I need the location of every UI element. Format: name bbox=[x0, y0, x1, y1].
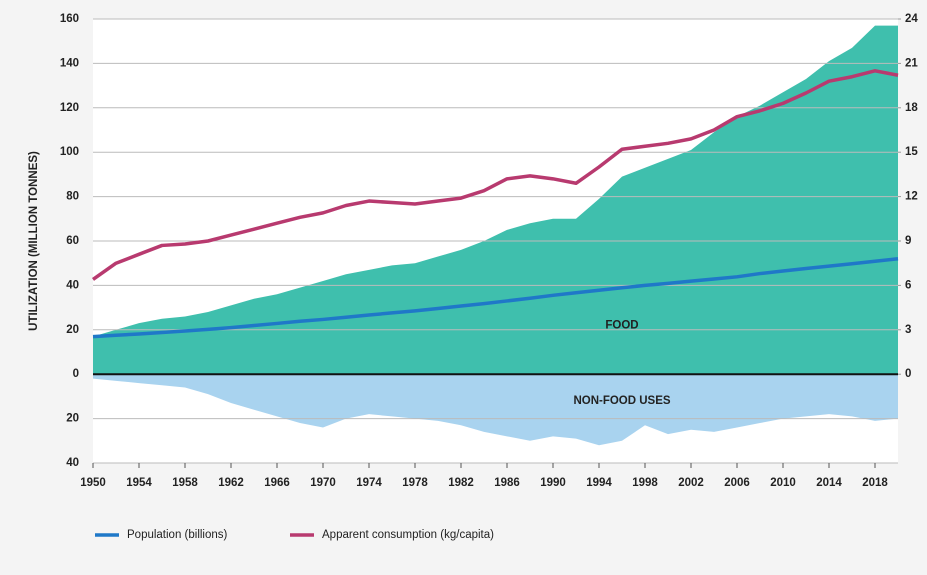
x-tick-label: 2014 bbox=[816, 477, 842, 489]
x-tick-label: 1958 bbox=[172, 477, 198, 489]
area bbox=[93, 374, 898, 446]
y-axis-label: UTILIZATION (MILLION TONNES) bbox=[28, 151, 40, 331]
area-label: NON-FOOD USES bbox=[573, 395, 670, 407]
y2-tick-label: 15 bbox=[905, 146, 918, 158]
y-tick-label: 20 bbox=[66, 413, 79, 425]
x-tick-label: 1954 bbox=[126, 477, 152, 489]
x-tick-label: 1962 bbox=[218, 477, 244, 489]
y2-tick-label: 3 bbox=[905, 324, 911, 336]
area-label: FOOD bbox=[605, 319, 638, 331]
y-tick-label: 100 bbox=[60, 146, 79, 158]
x-tick-label: 2002 bbox=[678, 477, 704, 489]
line bbox=[91, 69, 899, 281]
y-tick-label: 80 bbox=[66, 191, 79, 203]
x-tick-label: 1974 bbox=[356, 477, 382, 489]
y-tick-label: 140 bbox=[60, 57, 79, 69]
x-tick-label: 1982 bbox=[448, 477, 474, 489]
x-tick-label: 1966 bbox=[264, 477, 290, 489]
area bbox=[93, 25, 898, 375]
line bbox=[92, 257, 899, 339]
y-tick-label: 40 bbox=[66, 279, 79, 291]
y2-tick-label: 18 bbox=[905, 102, 918, 114]
y2-tick-label: 6 bbox=[905, 279, 911, 291]
y2-tick-label: 21 bbox=[905, 57, 918, 69]
x-tick-label: 1970 bbox=[310, 477, 336, 489]
y-tick-label: 60 bbox=[66, 235, 79, 247]
y2-tick-label: 9 bbox=[905, 235, 911, 247]
y2-tick-label: 0 bbox=[905, 368, 911, 380]
x-tick-label: 1950 bbox=[80, 477, 106, 489]
y-tick-label: 0 bbox=[73, 368, 79, 380]
x-tick-label: 2006 bbox=[724, 477, 750, 489]
x-tick-label: 2018 bbox=[862, 477, 888, 489]
y-tick-label: 20 bbox=[66, 324, 79, 336]
y-tick-label: 120 bbox=[60, 102, 79, 114]
x-tick-label: 1994 bbox=[586, 477, 612, 489]
x-tick-label: 1990 bbox=[540, 477, 566, 489]
legend-label: Population (billions) bbox=[127, 529, 228, 541]
legend-label: Apparent consumption (kg/capita) bbox=[322, 529, 494, 541]
x-tick-label: 1978 bbox=[402, 477, 428, 489]
x-tick-label: 1986 bbox=[494, 477, 520, 489]
y-tick-label: 160 bbox=[60, 13, 79, 25]
y-tick-label: 40 bbox=[66, 457, 79, 469]
x-tick-label: 1998 bbox=[632, 477, 658, 489]
x-tick-label: 2010 bbox=[770, 477, 796, 489]
y2-tick-label: 24 bbox=[905, 13, 918, 25]
y2-tick-label: 12 bbox=[905, 191, 918, 203]
